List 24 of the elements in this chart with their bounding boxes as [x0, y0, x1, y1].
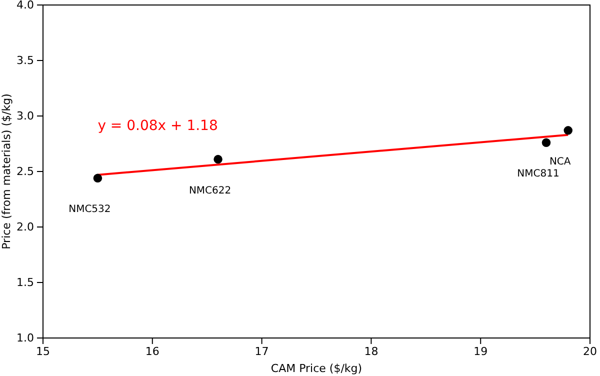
x-tick-label: 18 [364, 344, 378, 358]
y-tick-label: 2.0 [16, 220, 34, 234]
y-tick-label: 1.0 [16, 332, 34, 345]
x-tick-label: 15 [36, 344, 50, 358]
point [93, 174, 102, 183]
annotation: y = 0.08x + 1.18 [98, 118, 218, 134]
annotation: NCA [549, 156, 571, 168]
x-axis-title: CAM Price ($/kg) [270, 362, 362, 375]
x-tick-label: 19 [474, 344, 488, 358]
y-tick-label: 2.5 [16, 165, 34, 178]
x-tick-label: 16 [145, 344, 160, 358]
annotation: NMC622 [188, 185, 232, 196]
x-tick-label: 17 [254, 344, 269, 358]
annotation: NMC811 [517, 168, 560, 180]
y-tick-label: 3.0 [16, 110, 34, 123]
annotation: NMC532 [68, 204, 111, 216]
point [542, 138, 551, 147]
y-tick-label: 3.5 [16, 54, 34, 68]
point [564, 126, 572, 135]
point [214, 154, 222, 164]
y-tick-label: 1.5 [16, 276, 34, 290]
y-tick-label: 4.0 [16, 0, 34, 12]
y-axis-title: Price (from materials) ($/kg) [0, 94, 13, 250]
x-tick-label: 20 [583, 344, 597, 358]
